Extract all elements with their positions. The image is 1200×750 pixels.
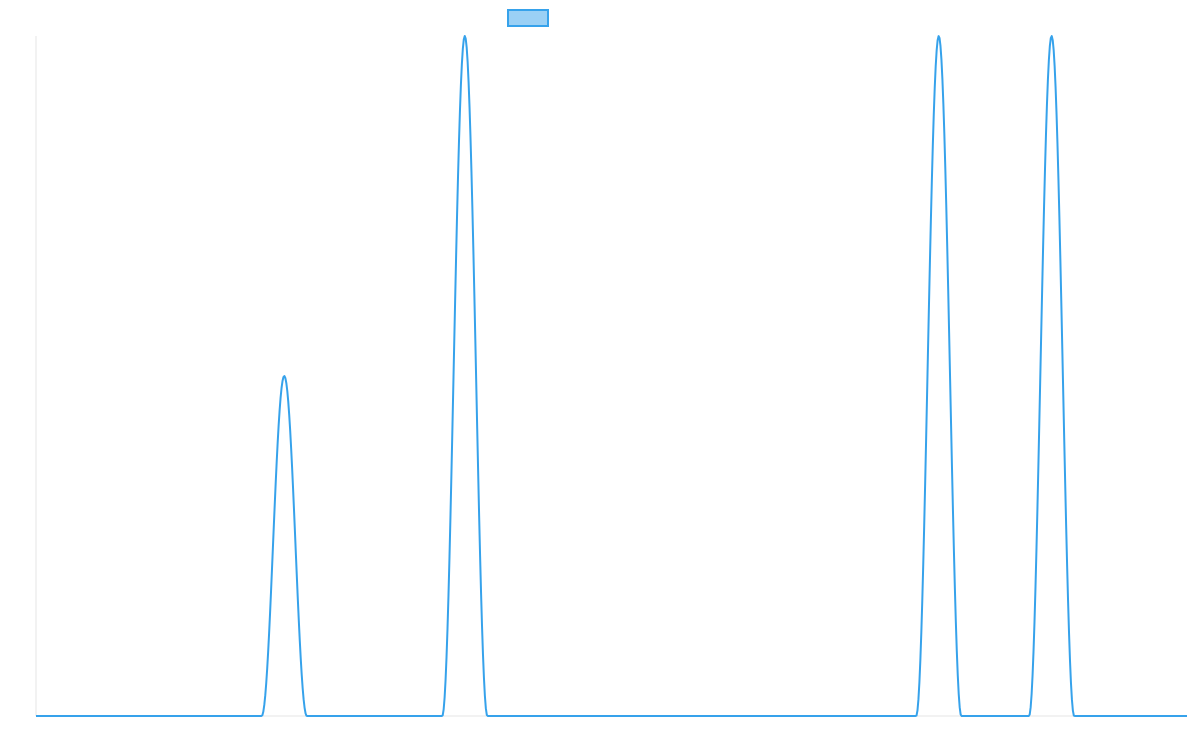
legend[interactable]: [507, 9, 549, 27]
axes: [35, 36, 1187, 717]
legend-swatch-0[interactable]: [507, 9, 549, 27]
series-layer: [35, 35, 1188, 717]
series-line-0: [35, 35, 1188, 717]
